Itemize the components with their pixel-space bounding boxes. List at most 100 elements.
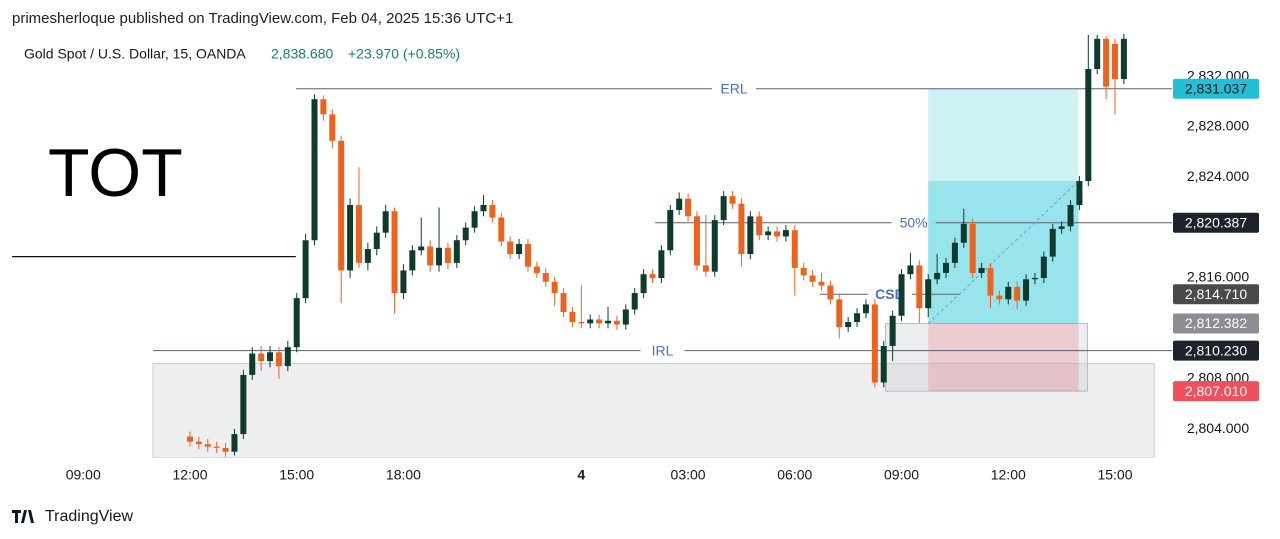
candle-body [1058, 226, 1065, 229]
candle-body [907, 265, 914, 275]
candle-body [827, 285, 834, 300]
candle-body [631, 293, 638, 310]
publisher: primesherloque published on TradingView.… [12, 10, 513, 27]
level-label: IRL [652, 342, 674, 358]
candle-body [320, 99, 327, 115]
y-tick-label: 2,816.000 [1187, 269, 1249, 285]
candle-body [916, 265, 923, 309]
candle-body [516, 244, 523, 255]
level-label: ERL [720, 80, 747, 96]
candle-body [489, 204, 496, 218]
y-tick-label: 2,824.000 [1187, 168, 1249, 184]
candle-body [480, 204, 487, 212]
x-tick-label: 09:00 [66, 467, 101, 483]
candle-body [1049, 228, 1056, 257]
candle-body [871, 304, 878, 383]
candle-body [471, 211, 478, 228]
level-label: 50% [900, 214, 928, 230]
candle-body [836, 299, 843, 328]
candle-body [765, 231, 772, 236]
candle-body [978, 267, 985, 273]
candle-body [551, 281, 558, 294]
candle-body [213, 446, 220, 448]
candle-body [925, 279, 932, 309]
candle-body [275, 352, 282, 367]
candle-body [258, 353, 265, 362]
candle-body [284, 347, 291, 367]
candle-body [934, 272, 941, 280]
x-tick-label: 06:00 [777, 467, 812, 483]
candle-body [498, 217, 505, 242]
candle-body [329, 114, 336, 141]
price-badge-label: 2,814.710 [1185, 286, 1247, 302]
level-label: CSD [875, 286, 905, 302]
zone [928, 88, 1079, 324]
price-badge-label: 2,807.010 [1185, 383, 1247, 399]
candle-body [427, 246, 434, 266]
candle-body [444, 247, 451, 263]
candle-body [596, 319, 603, 324]
brand-logo [12, 510, 34, 523]
candle-body [409, 250, 416, 271]
candle-body [373, 232, 380, 250]
candle-body [605, 320, 612, 324]
candle-body [685, 198, 692, 217]
price-badge-label: 2,831.037 [1185, 80, 1247, 96]
candle-body [702, 265, 709, 272]
candle-body [453, 240, 460, 263]
candle-body [1111, 43, 1118, 80]
candle-body [676, 198, 683, 211]
candle-body [1023, 279, 1030, 301]
candle-body [898, 274, 905, 316]
candle-body [507, 241, 514, 255]
candle-body [524, 244, 531, 267]
candle-body [391, 211, 398, 294]
candle-body [1014, 286, 1021, 301]
candle-body [436, 247, 443, 266]
x-tick-label: 4 [577, 467, 585, 483]
brand: TradingView [45, 508, 133, 525]
candle-body [355, 204, 362, 263]
candle-body [1085, 69, 1092, 182]
candle-body [711, 220, 718, 272]
candle-body [889, 315, 896, 346]
candle-body [302, 240, 309, 299]
candle-body [667, 210, 674, 251]
plot: ERL 50% IRL CSD [12, 33, 1172, 458]
candle-body [693, 216, 700, 266]
candle-body [729, 196, 736, 204]
price-badge [1173, 78, 1259, 99]
candle-body [222, 447, 229, 452]
zone [928, 323, 1079, 392]
candle-body [1005, 286, 1012, 300]
price-badge [1173, 340, 1259, 361]
candle-body [756, 216, 763, 236]
candle-body [1040, 256, 1047, 278]
candle-body [204, 444, 211, 447]
candle-body [854, 313, 861, 323]
candle-body [774, 231, 781, 237]
candle-body [960, 223, 967, 243]
zone [885, 323, 1088, 392]
candle-body [880, 345, 887, 383]
logo-icon [12, 510, 34, 523]
candle-body [987, 267, 994, 296]
candle-body [738, 203, 745, 255]
candle-body [649, 274, 656, 278]
candle-body [943, 262, 950, 273]
candle-body [240, 374, 247, 435]
price-badge-label: 2,820.387 [1185, 214, 1247, 230]
candle-body [560, 293, 567, 312]
candle-body [658, 250, 665, 278]
candle-body [462, 227, 469, 241]
candle-body [364, 249, 371, 263]
candle-body [996, 295, 1003, 300]
candle-body [1120, 38, 1127, 80]
candle-body [1103, 38, 1110, 87]
x-tick-label: 03:00 [671, 467, 706, 483]
x-tick-label: 15:00 [279, 467, 314, 483]
trend-line [927, 180, 1079, 324]
price-badge [1173, 212, 1259, 233]
candle-body [800, 267, 807, 276]
